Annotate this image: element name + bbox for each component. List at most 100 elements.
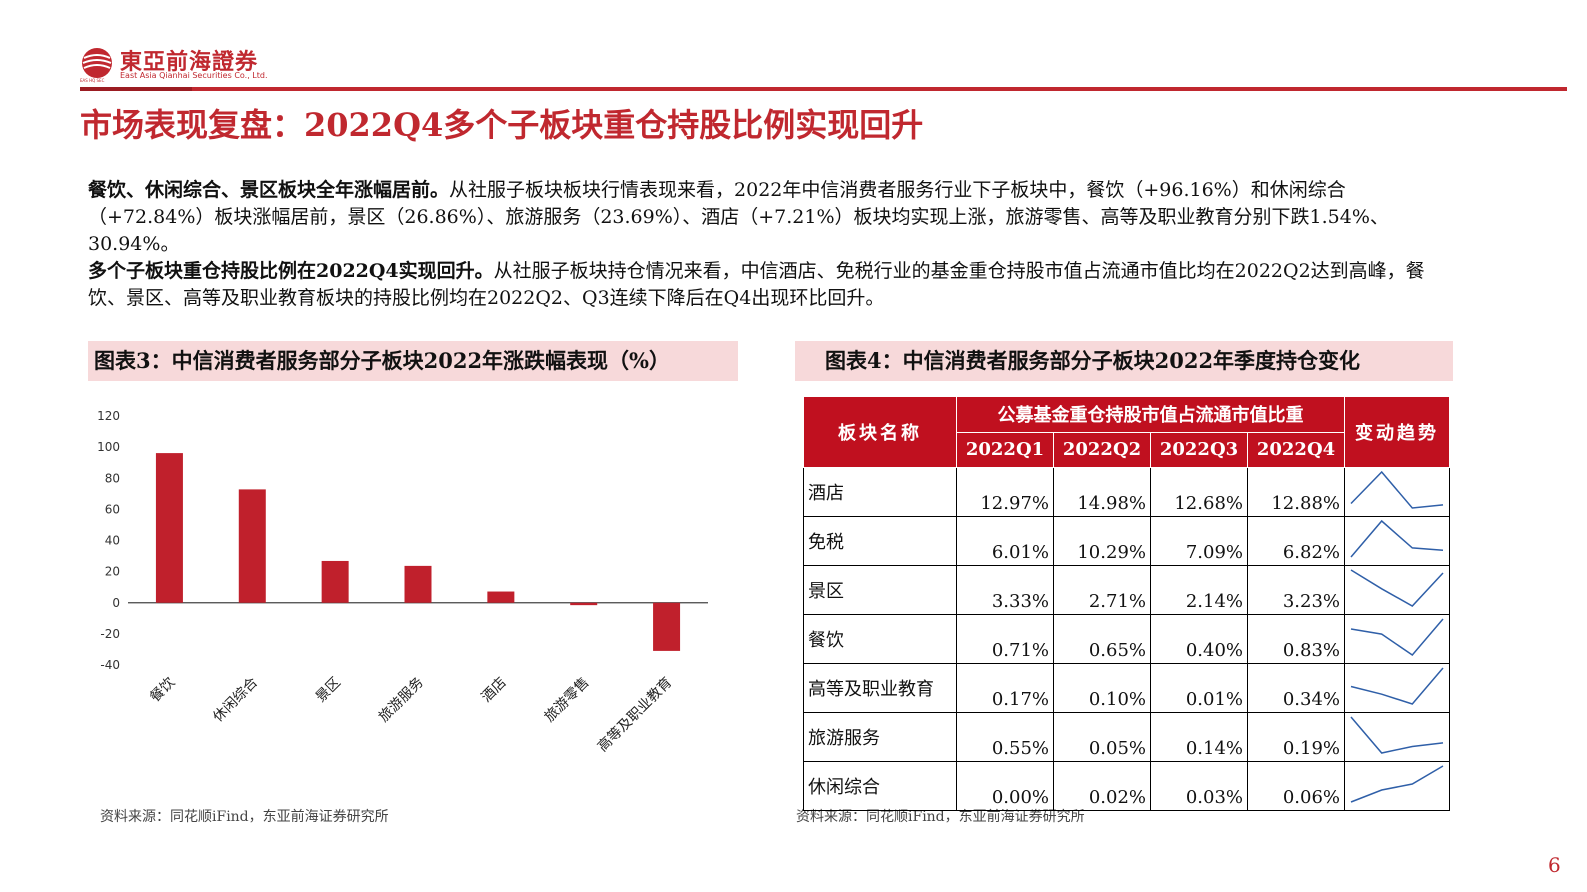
company-logo: 東亞前海證券 East Asia Qianhai Securities Co.,… — [80, 44, 280, 88]
col-header-q1: 2022Q1 — [956, 431, 1054, 468]
row-name: 免税 — [803, 516, 957, 566]
trend-sparkline — [1344, 663, 1450, 713]
row-name: 景区 — [803, 565, 957, 615]
row-value: 14.98% — [1053, 467, 1151, 517]
table-row: 免税 6.01% 10.29% 7.09% 6.82% — [803, 516, 1450, 566]
row-value: 0.65% — [1053, 614, 1151, 664]
trend-sparkline — [1344, 761, 1450, 811]
y-tick-label: -40 — [100, 658, 120, 672]
table-row: 休闲综合 0.00% 0.02% 0.03% 0.06% — [803, 761, 1450, 811]
row-name: 高等及职业教育 — [803, 663, 957, 713]
header-divider-accent — [80, 87, 192, 91]
col-header-q4: 2022Q4 — [1247, 431, 1345, 468]
row-value: 0.06% — [1247, 761, 1345, 811]
sparkline-icon — [1350, 519, 1444, 558]
bar — [238, 489, 266, 603]
row-value: 6.01% — [956, 516, 1054, 566]
col-header-group: 公募基金重仓持股市值占流通市值比重 — [956, 396, 1345, 433]
row-value: 0.40% — [1150, 614, 1248, 664]
paragraph-2: 多个子板块重仓持股比例在2022Q4实现回升。从社服子板块持仓情况来看，中信酒店… — [88, 258, 1458, 312]
logo-mark-icon — [82, 48, 112, 78]
table-row: 酒店 12.97% 14.98% 12.68% 12.88% — [803, 467, 1450, 517]
sparkline-icon — [1350, 667, 1444, 705]
row-name: 餐饮 — [803, 614, 957, 664]
trend-sparkline — [1344, 565, 1450, 615]
row-value: 0.71% — [956, 614, 1054, 664]
sparkline-line — [1350, 716, 1444, 754]
paragraph-2-lead: 多个子板块重仓持股比例在2022Q4实现回升。 — [88, 260, 494, 282]
trend-sparkline — [1344, 516, 1450, 566]
col-header-trend: 变动趋势 — [1344, 396, 1450, 468]
logo-english-name: East Asia Qianhai Securities Co., Ltd. — [120, 71, 268, 80]
y-tick-label: 100 — [97, 440, 120, 454]
sparkline-line — [1350, 618, 1444, 656]
paragraph-1-body: 从社服子板块板块行情表现来看，2022年中信消费者服务行业下子板块中，餐饮（+9… — [88, 179, 1389, 255]
row-value: 0.02% — [1053, 761, 1151, 811]
x-tick-label: 旅游服务 — [376, 675, 427, 726]
y-tick-label: 0 — [112, 596, 120, 610]
table-row: 旅游服务 0.55% 0.05% 0.14% 0.19% — [803, 712, 1450, 762]
row-value: 0.00% — [956, 761, 1054, 811]
row-value: 0.10% — [1053, 663, 1151, 713]
sparkline-line — [1350, 667, 1444, 705]
col-header-sector: 板块名称 — [803, 396, 957, 468]
page-number: 6 — [1548, 853, 1561, 877]
sparkline-icon — [1350, 765, 1444, 803]
row-value: 2.71% — [1053, 565, 1151, 615]
row-value: 12.68% — [1150, 467, 1248, 517]
col-header-q3: 2022Q3 — [1150, 431, 1248, 468]
y-tick-label: 20 — [105, 565, 120, 579]
table-row: 景区 3.33% 2.71% 2.14% 3.23% — [803, 565, 1450, 615]
trend-sparkline — [1344, 712, 1450, 762]
sparkline-line — [1350, 519, 1444, 558]
bar-chart: 120 100 80 60 40 20 0 -20 -40 餐饮 休闲综合 景区 旅游服务 酒店 旅游零售高… — [97, 409, 708, 755]
y-tick-label: 60 — [105, 502, 120, 516]
trend-sparkline — [1344, 614, 1450, 664]
bar — [653, 602, 681, 651]
paragraph-1: 餐饮、休闲综合、景区板块全年涨幅居前。从社服子板块板块行情表现来看，2022年中… — [88, 177, 1458, 258]
row-value: 0.17% — [956, 663, 1054, 713]
x-tick-label: 餐饮 — [147, 675, 178, 706]
table-row: 餐饮 0.71% 0.65% 0.40% 0.83% — [803, 614, 1450, 664]
sparkline-line — [1350, 569, 1444, 607]
row-value: 0.01% — [1150, 663, 1248, 713]
paragraph-1-lead: 餐饮、休闲综合、景区板块全年涨幅居前。 — [88, 179, 450, 201]
row-value: 3.33% — [956, 565, 1054, 615]
bar — [321, 560, 349, 603]
row-value: 0.19% — [1247, 712, 1345, 762]
row-value: 0.05% — [1053, 712, 1151, 762]
figure-4-title: 图表4：中信消费者服务部分子板块2022年季度持仓变化 — [795, 341, 1453, 381]
row-value: 6.82% — [1247, 516, 1345, 566]
trend-sparkline — [1344, 467, 1450, 517]
table-row: 高等及职业教育 0.17% 0.10% 0.01% 0.34% — [803, 663, 1450, 713]
sparkline-icon — [1350, 716, 1444, 754]
x-tick-label: 休闲综合 — [210, 675, 261, 726]
row-value: 0.55% — [956, 712, 1054, 762]
sparkline-icon — [1350, 618, 1444, 656]
sparkline-icon — [1350, 470, 1444, 509]
x-tick-label: 酒店 — [479, 675, 510, 706]
figure-4-source: 资料来源：同花顺iFind，东亚前海证券研究所 — [796, 809, 1085, 825]
row-value: 0.14% — [1150, 712, 1248, 762]
row-name: 旅游服务 — [803, 712, 957, 762]
x-tick-label: 高等及职业教育 — [594, 674, 675, 755]
paragraph-2-body: 从社服子板块持仓情况来看，中信酒店、免税行业的基金重仓持股市值占流通市值比均在2… — [88, 260, 1425, 309]
row-value: 3.23% — [1247, 565, 1345, 615]
row-value: 2.14% — [1150, 565, 1248, 615]
bar — [155, 453, 183, 603]
logo-sub-text: EAS HQ SEC — [80, 78, 105, 83]
header-divider — [80, 87, 1567, 91]
holding-table: 板块名称 公募基金重仓持股市值占流通市值比重 变动趋势 2022Q1 2022Q… — [803, 396, 1450, 811]
row-value: 0.83% — [1247, 614, 1345, 664]
y-tick-label: 40 — [105, 534, 120, 548]
y-tick-label: -20 — [100, 627, 120, 641]
x-tick-label: 旅游零售 — [542, 675, 593, 726]
row-name: 酒店 — [803, 467, 957, 517]
logo-chinese-name: 東亞前海證券 — [120, 50, 259, 75]
col-header-q2: 2022Q2 — [1053, 431, 1151, 468]
sparkline-icon — [1350, 569, 1444, 607]
row-value: 0.03% — [1150, 761, 1248, 811]
row-value: 7.09% — [1150, 516, 1248, 566]
y-tick-label: 80 — [105, 471, 120, 485]
bar — [404, 565, 432, 603]
